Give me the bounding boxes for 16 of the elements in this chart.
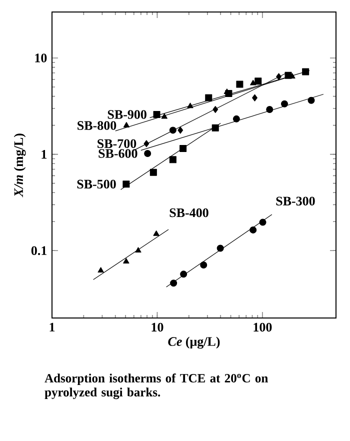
- series-label: SB-900: [108, 110, 146, 119]
- series-label: SB-300: [276, 196, 315, 206]
- series-label: SB-700: [98, 139, 136, 148]
- y-tick-label: 1: [42, 150, 46, 159]
- series-label: SB-500: [77, 180, 116, 189]
- series-label: SB-400: [170, 208, 208, 218]
- series-label: SB-600: [98, 149, 138, 158]
- x-tick-label: 10: [152, 322, 164, 332]
- y-tick-label: 0.1: [31, 246, 46, 256]
- x-tick-label: 100: [254, 322, 272, 332]
- chart-title: Adsorption isotherms of TCE at 20$^{o}$C on pyrolyzed sugi barks.: [44, 374, 268, 400]
- x-tick-label: 1: [50, 322, 55, 332]
- y-tick-label: 10: [35, 54, 47, 62]
- series-label: SB-800: [78, 121, 116, 130]
- x-axis-title: Ce (μg/L): [168, 336, 220, 349]
- y-axis-title: X/m (mg/L): [14, 134, 26, 198]
